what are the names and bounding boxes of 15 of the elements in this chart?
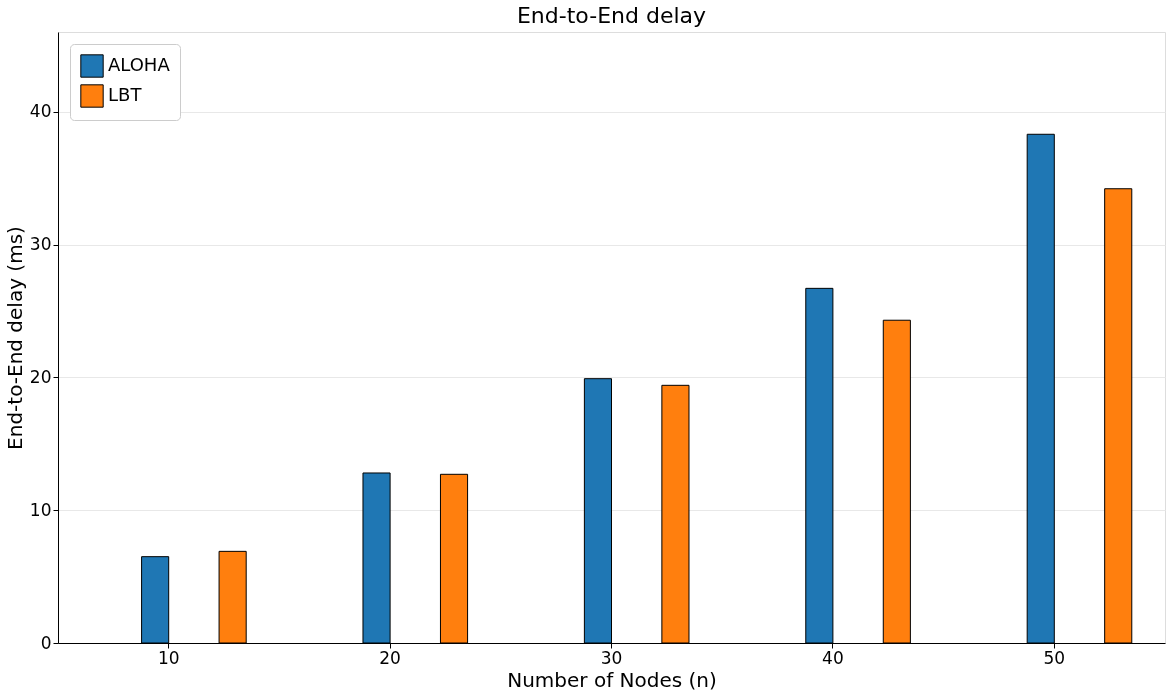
x-axis-title: Number of Nodes (n) bbox=[507, 667, 717, 692]
x-tick-label: 50 bbox=[1043, 647, 1066, 668]
x-tick-label: 20 bbox=[379, 647, 401, 668]
legend-label: LBT bbox=[108, 84, 143, 105]
x-tick-label: 40 bbox=[822, 647, 844, 668]
chart-title: End-to-End delay bbox=[516, 3, 707, 28]
y-tick-label: 30 bbox=[29, 234, 52, 255]
y-tick-label: 40 bbox=[29, 101, 52, 122]
legend-label: ALOHA bbox=[108, 54, 171, 75]
y-tick-label: 10 bbox=[29, 499, 52, 520]
y-axis-title: End-to-End delay (ms) bbox=[2, 226, 27, 450]
x-tick-label: 30 bbox=[600, 647, 623, 668]
y-tick-label: 20 bbox=[29, 366, 52, 387]
x-tick-label: 10 bbox=[157, 647, 180, 668]
y-tick-label: 0 bbox=[40, 632, 52, 653]
